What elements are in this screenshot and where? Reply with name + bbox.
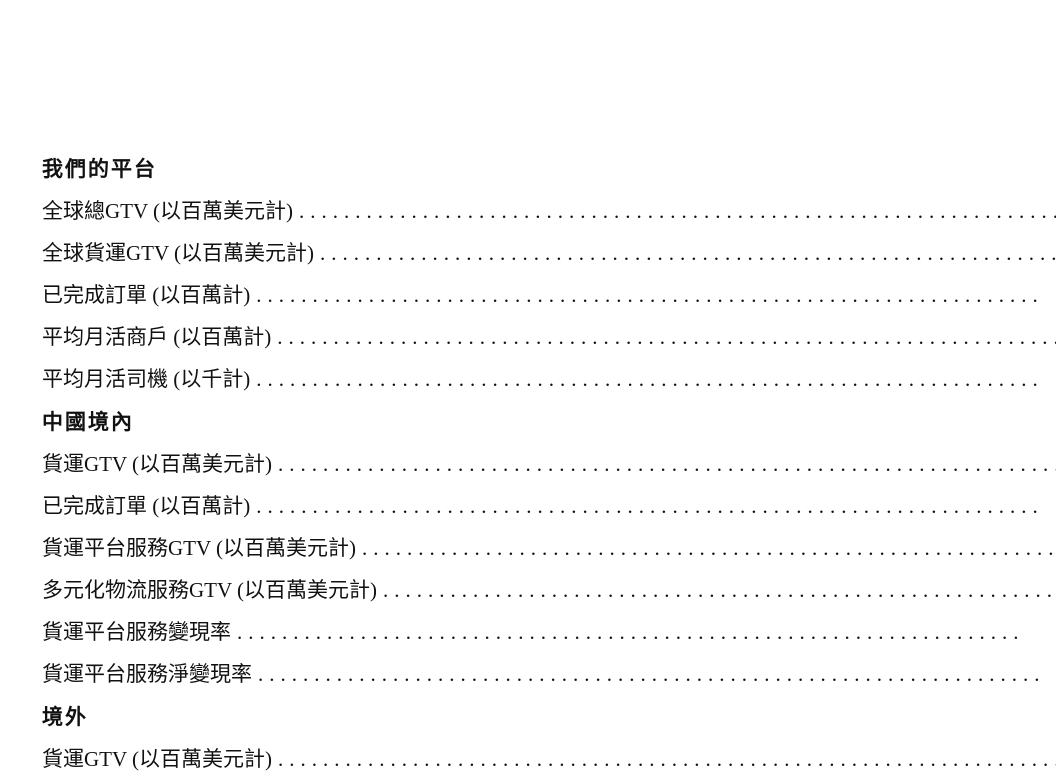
section-title: 境外: [42, 706, 88, 729]
table-row: 平均月活商戶 (以百萬計)...........................…: [42, 315, 1056, 357]
row-label-cell: 平均月活商戶 (以百萬計)...........................…: [42, 315, 1056, 357]
row-label: 已完成訂單 (以百萬計): [42, 494, 251, 518]
table-body: 我們的平台全球總GTV (以百萬美元計)....................…: [42, 146, 1056, 774]
section-header-row: 中國境內: [42, 399, 1056, 442]
row-label-cell: 平均月活司機 (以千計)............................…: [42, 357, 1056, 399]
dot-leader: ........................................…: [362, 536, 1056, 560]
row-label-cell: 貨運GTV (以百萬美元計)..........................…: [42, 442, 1056, 484]
dot-leader: ........................................…: [383, 578, 1056, 602]
table-row: 已完成訂單 (以百萬計)............................…: [42, 273, 1056, 315]
operating-metrics-table: 截至12月31日止年度 截至6月30日 止六個月 2022年 2023年 202…: [29, 26, 1056, 774]
row-label-cell: 全球總GTV (以百萬美元計).........................…: [42, 189, 1056, 231]
table-row: 貨運平台服務變現率...............................…: [42, 610, 1056, 652]
row-label-cell: 多元化物流服務GTV (以百萬美元計).....................…: [42, 568, 1056, 610]
row-label-cell: 全球貨運GTV (以百萬美元計)........................…: [42, 231, 1056, 273]
dot-leader: ........................................…: [299, 199, 1056, 223]
table-row: 貨運平台服務淨變現率..............................…: [42, 652, 1056, 694]
header-empty-cell: [42, 103, 1056, 146]
row-label: 貨運GTV (以百萬美元計): [42, 452, 273, 476]
dot-leader: ........................................…: [256, 367, 1044, 391]
dot-leader: ........................................…: [277, 325, 1056, 349]
table-row: 平均月活司機 (以千計)............................…: [42, 357, 1056, 399]
dot-leader: ........................................…: [320, 241, 1056, 265]
table-row: 全球總GTV (以百萬美元計).........................…: [42, 189, 1056, 231]
row-label: 貨運平台服務淨變現率: [42, 662, 252, 686]
header-year-row: 2022年 2023年 2024年 2024年 2025年: [42, 103, 1056, 146]
row-label-cell: 貨運平台服務變現率...............................…: [42, 610, 1056, 652]
row-label-cell: 已完成訂單 (以百萬計)............................…: [42, 273, 1056, 315]
row-label: 貨運平台服務變現率: [42, 620, 231, 644]
section-header-row: 境外: [42, 694, 1056, 737]
dot-leader: ........................................…: [258, 662, 1046, 686]
section-title: 中國境內: [42, 411, 134, 434]
row-label: 貨運平台服務GTV (以百萬美元計): [42, 536, 357, 560]
row-label: 平均月活商戶 (以百萬計): [42, 325, 272, 349]
row-label: 全球總GTV (以百萬美元計): [42, 199, 294, 223]
dot-leader: ........................................…: [237, 620, 1025, 644]
row-label: 已完成訂單 (以百萬計): [42, 283, 251, 307]
row-label: 全球貨運GTV (以百萬美元計): [42, 241, 315, 265]
row-label-cell: 已完成訂單 (以百萬計)............................…: [42, 484, 1056, 526]
table-row: 貨運平台服務GTV (以百萬美元計)......................…: [42, 526, 1056, 568]
dot-leader: ........................................…: [256, 283, 1044, 307]
row-label-cell: 貨運平台服務GTV (以百萬美元計)......................…: [42, 526, 1056, 568]
row-label-cell: 貨運GTV (以百萬美元計)..........................…: [42, 737, 1056, 774]
dot-leader: ........................................…: [278, 747, 1056, 771]
section-header-row: 我們的平台: [42, 146, 1056, 189]
table-row: 全球貨運GTV (以百萬美元計)........................…: [42, 231, 1056, 273]
row-label: 貨運GTV (以百萬美元計): [42, 747, 273, 771]
dot-leader: ........................................…: [278, 452, 1056, 476]
table-row: 貨運GTV (以百萬美元計)..........................…: [42, 737, 1056, 774]
row-label: 平均月活司機 (以千計): [42, 367, 251, 391]
table-row: 多元化物流服務GTV (以百萬美元計).....................…: [42, 568, 1056, 610]
header-empty-cell: [42, 26, 1056, 103]
table-row: 已完成訂單 (以百萬計)............................…: [42, 484, 1056, 526]
row-label-cell: 貨運平台服務淨變現率..............................…: [42, 652, 1056, 694]
row-label: 多元化物流服務GTV (以百萬美元計): [42, 578, 378, 602]
table-row: 貨運GTV (以百萬美元計)..........................…: [42, 442, 1056, 484]
dot-leader: ........................................…: [256, 494, 1044, 518]
header-group-row: 截至12月31日止年度 截至6月30日 止六個月: [42, 26, 1056, 103]
section-title: 我們的平台: [42, 158, 157, 181]
